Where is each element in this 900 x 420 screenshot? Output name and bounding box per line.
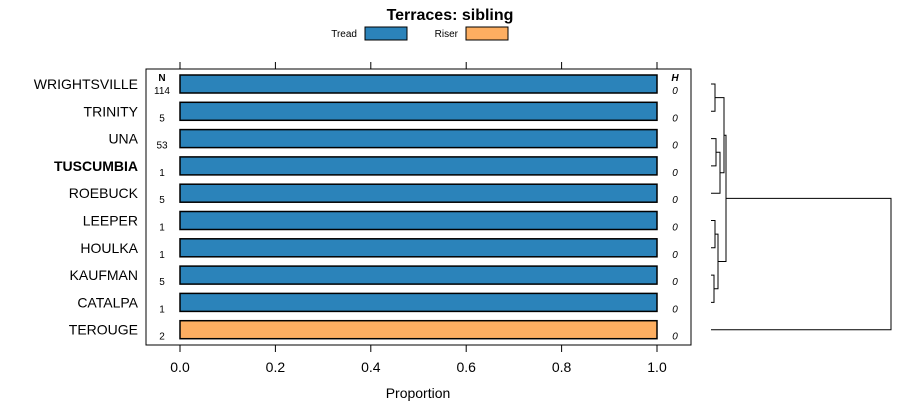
tick-label-0-0: 0.0 [170,359,190,375]
dendrogram-branch-una-tuscumbia [711,138,717,167]
h-label-houlka: 0 [672,250,678,261]
n-labels: 114 5 53 1 5 1 1 5 1 2 [154,86,170,343]
dendrogram-branch-kaufman-catalpa [711,274,715,303]
legend: Tread Riser [331,26,509,41]
legend-swatch-tread [364,26,408,41]
n-column-header: N [158,73,165,84]
tick-label-0-4: 0.4 [361,359,381,375]
category-label-catalpa: CATALPA [77,294,138,310]
category-label-leeper: LEEPER [83,213,138,229]
n-label-roebuck: 5 [159,195,165,206]
x-axis-top [179,62,658,69]
plot-frame [145,68,692,346]
h-label-una: 0 [672,141,678,152]
category-label-una: UNA [108,131,138,147]
bar-tread-tuscumbia [179,156,658,176]
tick-label-0-2: 0.2 [266,359,286,375]
bar-tread-houlka [179,238,658,258]
dendrogram-branch-root [711,197,892,331]
dendrogram-branch-main-cluster [718,134,727,262]
legend-label-riser: Riser [435,29,459,40]
n-label-wrightsville: 114 [154,86,170,97]
bar-tread-leeper [179,210,658,231]
bar-tread-una [179,128,658,149]
tick-label-0-8: 0.8 [552,359,572,375]
chart-title: Terraces: sibling [387,7,514,24]
h-label-trinity: 0 [672,113,678,124]
h-label-tuscumbia: 0 [672,168,678,179]
tick-label-1-0: 1.0 [647,359,667,375]
x-axis-bottom: 0.0 0.2 0.4 0.6 0.8 1.0 [170,345,667,375]
n-label-leeper: 1 [159,223,165,234]
h-label-terouge: 0 [672,332,678,343]
h-label-roebuck: 0 [672,195,678,206]
category-label-kaufman: KAUFMAN [70,267,138,283]
bar-tread-wrightsville [179,74,658,94]
h-label-catalpa: 0 [672,304,678,315]
n-label-catalpa: 1 [159,304,165,315]
bars-group [179,74,658,340]
category-label-terouge: TEROUGE [69,322,138,338]
n-label-una: 53 [156,141,168,152]
n-label-terouge: 2 [159,332,165,343]
h-label-kaufman: 0 [672,277,678,288]
h-label-wrightsville: 0 [672,86,678,97]
h-column-header: H [671,73,679,84]
category-label-wrightsville: WRIGHTSVILLE [34,76,138,92]
tick-label-0-6: 0.6 [456,359,476,375]
x-axis-title: Proportion [386,385,451,401]
category-label-houlka: HOULKA [80,240,138,256]
category-labels: WRIGHTSVILLE TRINITY UNA TUSCUMBIA ROEBUCK LE… [34,76,139,338]
category-label-trinity: TRINITY [84,103,139,119]
n-label-houlka: 1 [159,250,165,261]
dendrogram-branch-wrightsville-trinity [711,83,716,112]
n-label-kaufman: 5 [159,277,165,288]
bar-tread-trinity [179,101,658,122]
dendrogram [711,83,892,331]
legend-label-tread: Tread [331,29,357,40]
category-label-tuscumbia: TUSCUMBIA [54,158,138,174]
category-label-roebuck: ROEBUCK [69,185,139,201]
bar-tread-kaufman [179,265,658,285]
h-labels: 0 0 0 0 0 0 0 0 0 0 [672,86,678,343]
n-label-trinity: 5 [159,113,165,124]
bar-riser-terouge [179,319,658,340]
bar-tread-catalpa [179,292,658,313]
legend-swatch-riser [465,26,509,41]
n-label-tuscumbia: 1 [159,168,165,179]
bar-tread-roebuck [179,183,658,203]
dendrogram-branch-leeper-houlka [711,220,716,249]
h-label-leeper: 0 [672,223,678,234]
